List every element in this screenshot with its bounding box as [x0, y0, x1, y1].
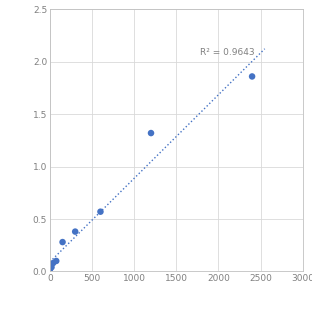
Point — [73, 229, 78, 234]
Point — [149, 130, 154, 135]
Point — [54, 258, 59, 263]
Point — [47, 269, 52, 274]
Point — [51, 261, 56, 266]
Point — [98, 209, 103, 214]
Point — [60, 240, 65, 245]
Point — [250, 74, 255, 79]
Point — [49, 265, 54, 270]
Text: R² = 0.9643: R² = 0.9643 — [200, 47, 255, 56]
